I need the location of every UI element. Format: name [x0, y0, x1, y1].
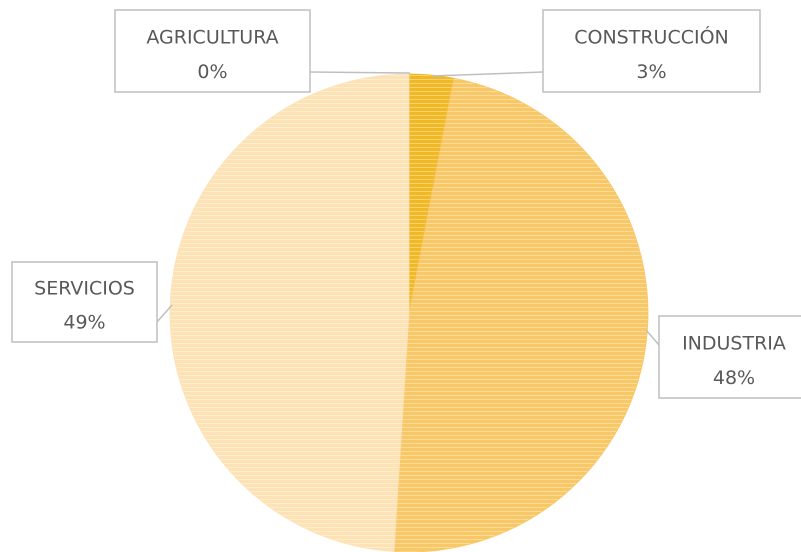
label-box: [542, 9, 761, 93]
label-box: [11, 261, 158, 343]
value-label: 3%: [636, 61, 666, 83]
label-box: [114, 9, 311, 93]
category-label: CONSTRUCCIÓN: [574, 24, 729, 48]
leader-line: [645, 329, 660, 346]
category-label: INDUSTRIA: [682, 332, 786, 354]
slice: [169, 73, 410, 552]
data-labels: AGRICULTURA 0% CONSTRUCCIÓN 3% INDUSTRIA 48% S…: [11, 9, 801, 399]
category-label: SERVICIOS: [34, 278, 135, 300]
leader-line: [431, 71, 544, 77]
category-label: AGRICULTURA: [146, 26, 278, 48]
value-label: 0%: [197, 61, 227, 83]
slice: [393, 77, 649, 552]
value-label: 48%: [713, 367, 755, 389]
leader-line: [156, 304, 173, 323]
pie: [169, 73, 649, 552]
leader-line: [309, 71, 411, 74]
label-box: [658, 315, 801, 399]
value-label: 49%: [63, 311, 105, 333]
